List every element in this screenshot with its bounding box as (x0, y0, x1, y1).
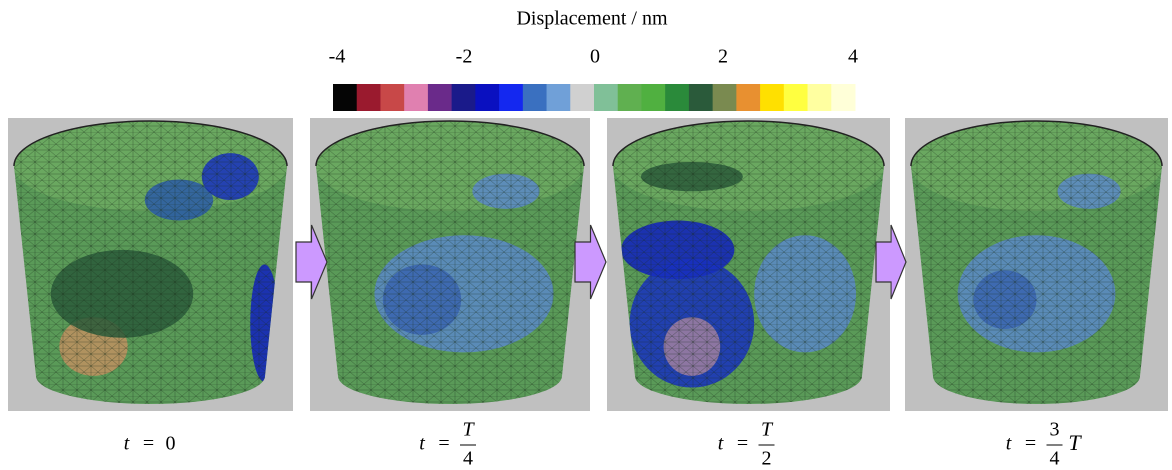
caption-variable: t (419, 433, 425, 455)
colorbar-swatch (760, 84, 784, 111)
colorbar-swatch (689, 84, 713, 111)
colorbar-tick-label: -2 (456, 46, 473, 68)
colorbar-tick-label: 4 (848, 46, 858, 68)
colorbar-swatch (665, 84, 689, 111)
colorbar-swatch (594, 84, 618, 111)
colorbar-swatch (523, 84, 547, 111)
caption-equals: = (438, 433, 449, 455)
colorbar-swatch (570, 84, 594, 111)
caption-numerator: T (761, 419, 774, 441)
colorbar-swatch (641, 84, 665, 111)
caption-numerator: 3 (1050, 419, 1060, 441)
cylinder-patches (607, 118, 890, 411)
colorbar-swatch (333, 84, 357, 111)
colorbar-swatch (618, 84, 642, 111)
colorbar-swatch (428, 84, 452, 111)
caption-numerator: T (462, 419, 475, 441)
caption-variable: t (1006, 433, 1012, 455)
colorbar-tick-label: 2 (718, 46, 728, 68)
panel: t = 3 4T (905, 118, 1168, 470)
caption-variable: t (718, 433, 724, 455)
cylinder-patches (8, 118, 293, 411)
caption-equals: = (737, 433, 748, 455)
colorbar-swatch (736, 84, 760, 111)
colorbar-swatch (499, 84, 523, 111)
colorbar-title: Displacement / nm (516, 8, 668, 30)
cylinder-patches (310, 118, 590, 411)
colorbar-swatch (380, 84, 404, 111)
cylinder-patches (905, 118, 1168, 411)
caption-value: 0 (166, 433, 176, 455)
caption-equals: = (143, 433, 154, 455)
colorbar-tick-label: 0 (590, 46, 600, 68)
panel: t = T 2 (607, 118, 890, 470)
mesh (8, 118, 293, 411)
caption-denominator: 2 (762, 448, 772, 470)
page: Displacement / nm -4-2024 t=0t=T4t=T2t=3… (0, 0, 1172, 470)
colorbar-swatch (357, 84, 381, 111)
mesh (310, 118, 590, 411)
mesh (905, 118, 1168, 411)
caption-denominator: 4 (1050, 448, 1060, 470)
caption-suffix: T (1068, 430, 1082, 455)
colorbar-swatch (784, 84, 808, 111)
colorbar-swatch (404, 84, 428, 111)
colorbar-tick-label: -4 (329, 46, 346, 68)
caption-variable: t (124, 433, 130, 455)
caption-denominator: 4 (463, 448, 473, 470)
caption-equals: = (1025, 433, 1036, 455)
figure: Displacement / nm -4-2024 t=0t=T4t=T2t=3… (0, 0, 1172, 470)
colorbar-swatch (475, 84, 499, 111)
colorbar-swatch (452, 84, 476, 111)
panel: t = T 4 (310, 118, 590, 470)
panel: t = 0 (8, 118, 293, 455)
mesh (607, 118, 890, 411)
colorbar: -4 -2 0 2 4 (329, 46, 858, 111)
colorbar-swatch (547, 84, 571, 111)
colorbar-swatch (713, 84, 737, 111)
colorbar-swatch (808, 84, 832, 111)
colorbar-swatch (831, 84, 855, 111)
